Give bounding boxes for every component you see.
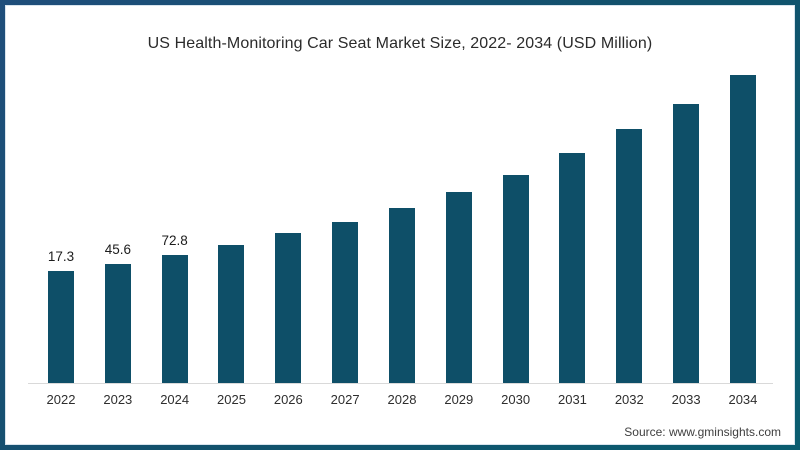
year-label-2028: 2028 — [387, 392, 417, 407]
bar-2029: 2029 — [444, 192, 473, 407]
year-label-2025: 2025 — [217, 392, 246, 407]
value-label-2024: 72.8 — [161, 233, 188, 248]
bar-2023: 45.6 2023 — [103, 242, 132, 407]
bar-2030: 2030 — [501, 175, 530, 407]
bar-2028: 2028 — [388, 208, 416, 407]
bar-2026: 2026 — [274, 233, 303, 407]
value-label-2023: 45.6 — [104, 242, 131, 257]
bar-2024: 72.8 2024 — [160, 233, 189, 407]
year-label-2024: 2024 — [160, 392, 190, 407]
bar-2027: 2027 — [331, 222, 360, 407]
year-label-2031: 2031 — [557, 392, 587, 407]
value-label-2022: 17.3 — [47, 249, 75, 264]
bar-2033: 2033 — [672, 104, 701, 407]
year-label-2032: 2032 — [614, 392, 644, 407]
year-label-2034: 2034 — [728, 392, 758, 407]
bar-2034: 2034 — [728, 75, 757, 407]
year-label-2022: 2022 — [46, 392, 76, 407]
bar-2031: 2031 — [558, 153, 587, 407]
chart-title: US Health-Monitoring Car Seat Market Siz… — [147, 35, 653, 52]
year-label-2023: 2023 — [103, 392, 133, 407]
bar-2032: 2032 — [615, 129, 644, 407]
bars-row: 17.3 2022 45.6 2023 72.8 2024 2025 2026 2027 2028… — [47, 73, 757, 407]
year-label-2033: 2033 — [671, 392, 701, 407]
year-label-2030: 2030 — [501, 392, 531, 407]
year-label-2026: 2026 — [273, 392, 303, 407]
bar-2022: 17.3 2022 — [47, 249, 76, 407]
year-label-2027: 2027 — [330, 392, 360, 407]
chart-canvas: US Health-Monitoring Car Seat Market Siz… — [5, 5, 795, 445]
bar-2025: 2025 — [217, 245, 246, 407]
source-credit: Source: www.gminsights.com — [624, 425, 781, 439]
x-axis-line — [28, 383, 773, 384]
year-label-2029: 2029 — [444, 392, 474, 407]
